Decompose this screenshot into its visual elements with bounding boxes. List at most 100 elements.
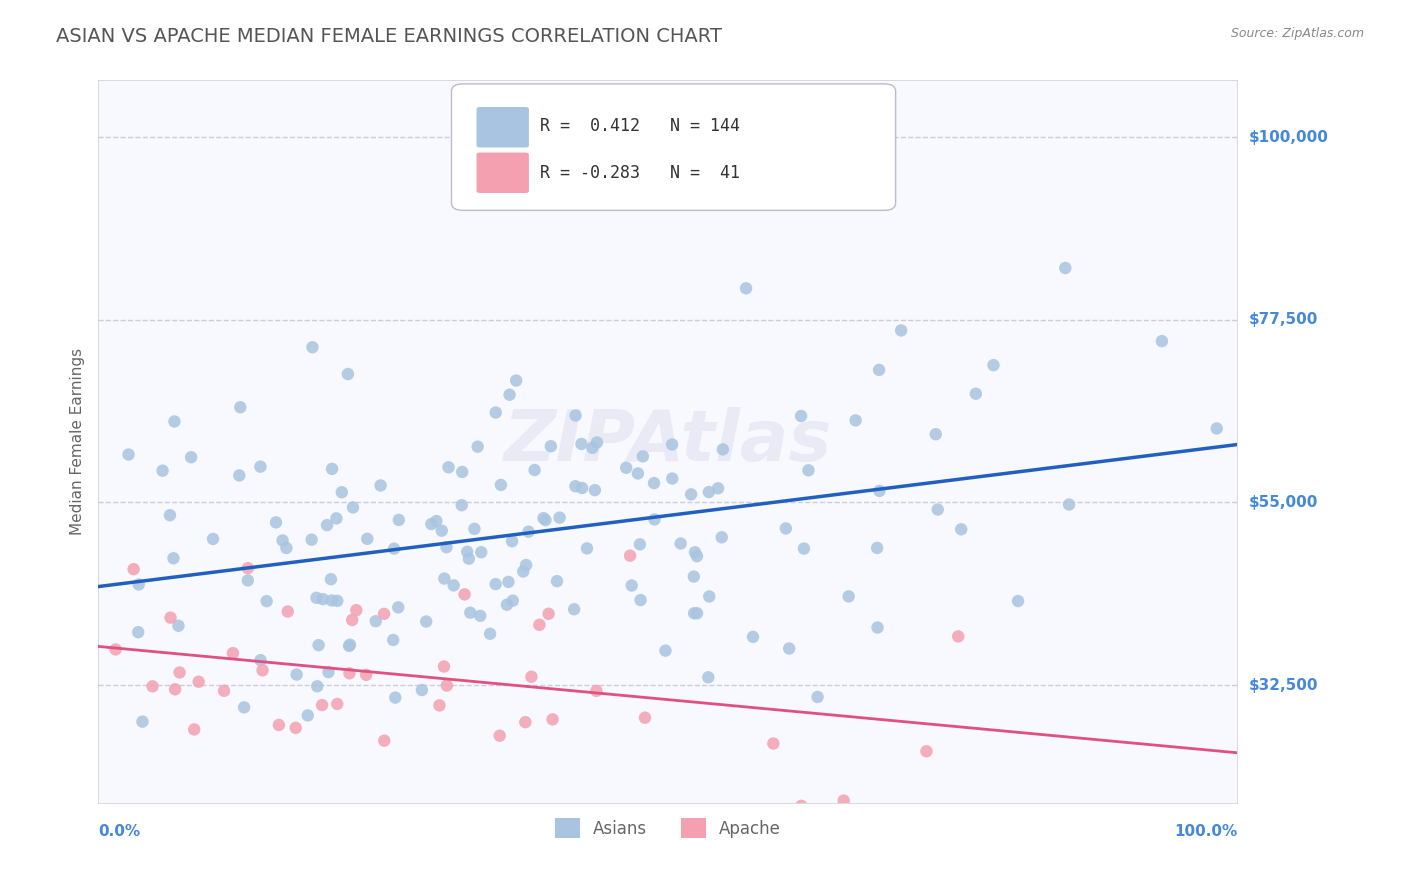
Point	[202, 532, 225, 546]
Text: R = -0.283   N =  41: R = -0.283 N = 41	[540, 164, 741, 182]
Point	[619, 549, 641, 563]
Point	[463, 522, 485, 536]
Point	[775, 521, 797, 535]
Point	[682, 569, 704, 583]
Point	[415, 615, 437, 629]
Point	[512, 565, 534, 579]
Point	[470, 545, 492, 559]
Point	[948, 629, 970, 643]
Point	[523, 463, 546, 477]
Point	[297, 708, 319, 723]
Point	[457, 551, 479, 566]
Point	[790, 798, 813, 813]
Point	[152, 464, 174, 478]
Point	[643, 476, 665, 491]
Point	[411, 683, 433, 698]
Point	[697, 670, 720, 684]
Point	[285, 667, 308, 681]
Point	[950, 522, 973, 536]
Point	[337, 639, 360, 653]
Point	[437, 460, 460, 475]
Point	[356, 532, 378, 546]
Point	[564, 479, 586, 493]
Point	[308, 638, 330, 652]
Point	[1007, 594, 1029, 608]
Point	[229, 401, 252, 415]
Point	[433, 659, 456, 673]
Text: Source: ZipAtlas.com: Source: ZipAtlas.com	[1230, 27, 1364, 40]
Point	[630, 593, 652, 607]
Point	[620, 578, 643, 592]
Point	[318, 665, 340, 679]
Point	[387, 600, 409, 615]
Point	[537, 607, 560, 621]
Point	[277, 605, 299, 619]
FancyBboxPatch shape	[477, 153, 529, 193]
Point	[575, 541, 598, 556]
Point	[162, 551, 184, 566]
Point	[686, 607, 709, 621]
Text: 100.0%: 100.0%	[1174, 824, 1237, 839]
Point	[470, 608, 492, 623]
Point	[305, 591, 328, 605]
Point	[529, 617, 551, 632]
Point	[425, 514, 447, 528]
Point	[311, 698, 333, 712]
Point	[742, 630, 765, 644]
Point	[228, 468, 250, 483]
Point	[388, 513, 411, 527]
Point	[485, 405, 508, 419]
Point	[1150, 334, 1173, 348]
Point	[866, 620, 889, 634]
Point	[249, 459, 271, 474]
Point	[429, 698, 451, 713]
Text: 0.0%: 0.0%	[98, 824, 141, 839]
Point	[778, 641, 800, 656]
Point	[925, 427, 948, 442]
Text: $100,000: $100,000	[1249, 129, 1329, 145]
Point	[1205, 421, 1227, 435]
Y-axis label: Median Female Earnings: Median Female Earnings	[69, 348, 84, 535]
Point	[571, 437, 593, 451]
Point	[312, 592, 335, 607]
Point	[644, 512, 666, 526]
Point	[498, 388, 520, 402]
Point	[450, 498, 472, 512]
Point	[485, 577, 508, 591]
Point	[212, 683, 235, 698]
Point	[382, 632, 405, 647]
FancyBboxPatch shape	[451, 84, 896, 211]
Point	[707, 481, 730, 495]
Point	[697, 590, 720, 604]
Point	[683, 545, 706, 559]
Point	[436, 540, 458, 554]
Point	[180, 450, 202, 465]
Point	[117, 448, 139, 462]
Point	[806, 690, 828, 704]
Point	[321, 462, 343, 476]
Point	[735, 281, 758, 295]
Point	[122, 562, 145, 576]
Point	[697, 485, 720, 500]
Point	[319, 572, 342, 586]
Point	[515, 558, 537, 572]
Point	[838, 590, 860, 604]
Point	[614, 460, 637, 475]
Point	[515, 715, 537, 730]
Point	[307, 679, 329, 693]
Point	[540, 439, 562, 453]
Text: $32,500: $32,500	[1249, 678, 1317, 692]
Point	[489, 478, 512, 492]
Point	[339, 638, 361, 652]
Point	[868, 363, 890, 377]
Point	[316, 518, 339, 533]
Point	[790, 409, 813, 423]
Point	[501, 534, 523, 549]
Point	[517, 524, 540, 539]
Point	[276, 541, 298, 555]
Point	[354, 668, 377, 682]
Point	[467, 440, 489, 454]
Point	[479, 626, 502, 640]
Text: $55,000: $55,000	[1249, 495, 1317, 510]
Point	[131, 714, 153, 729]
